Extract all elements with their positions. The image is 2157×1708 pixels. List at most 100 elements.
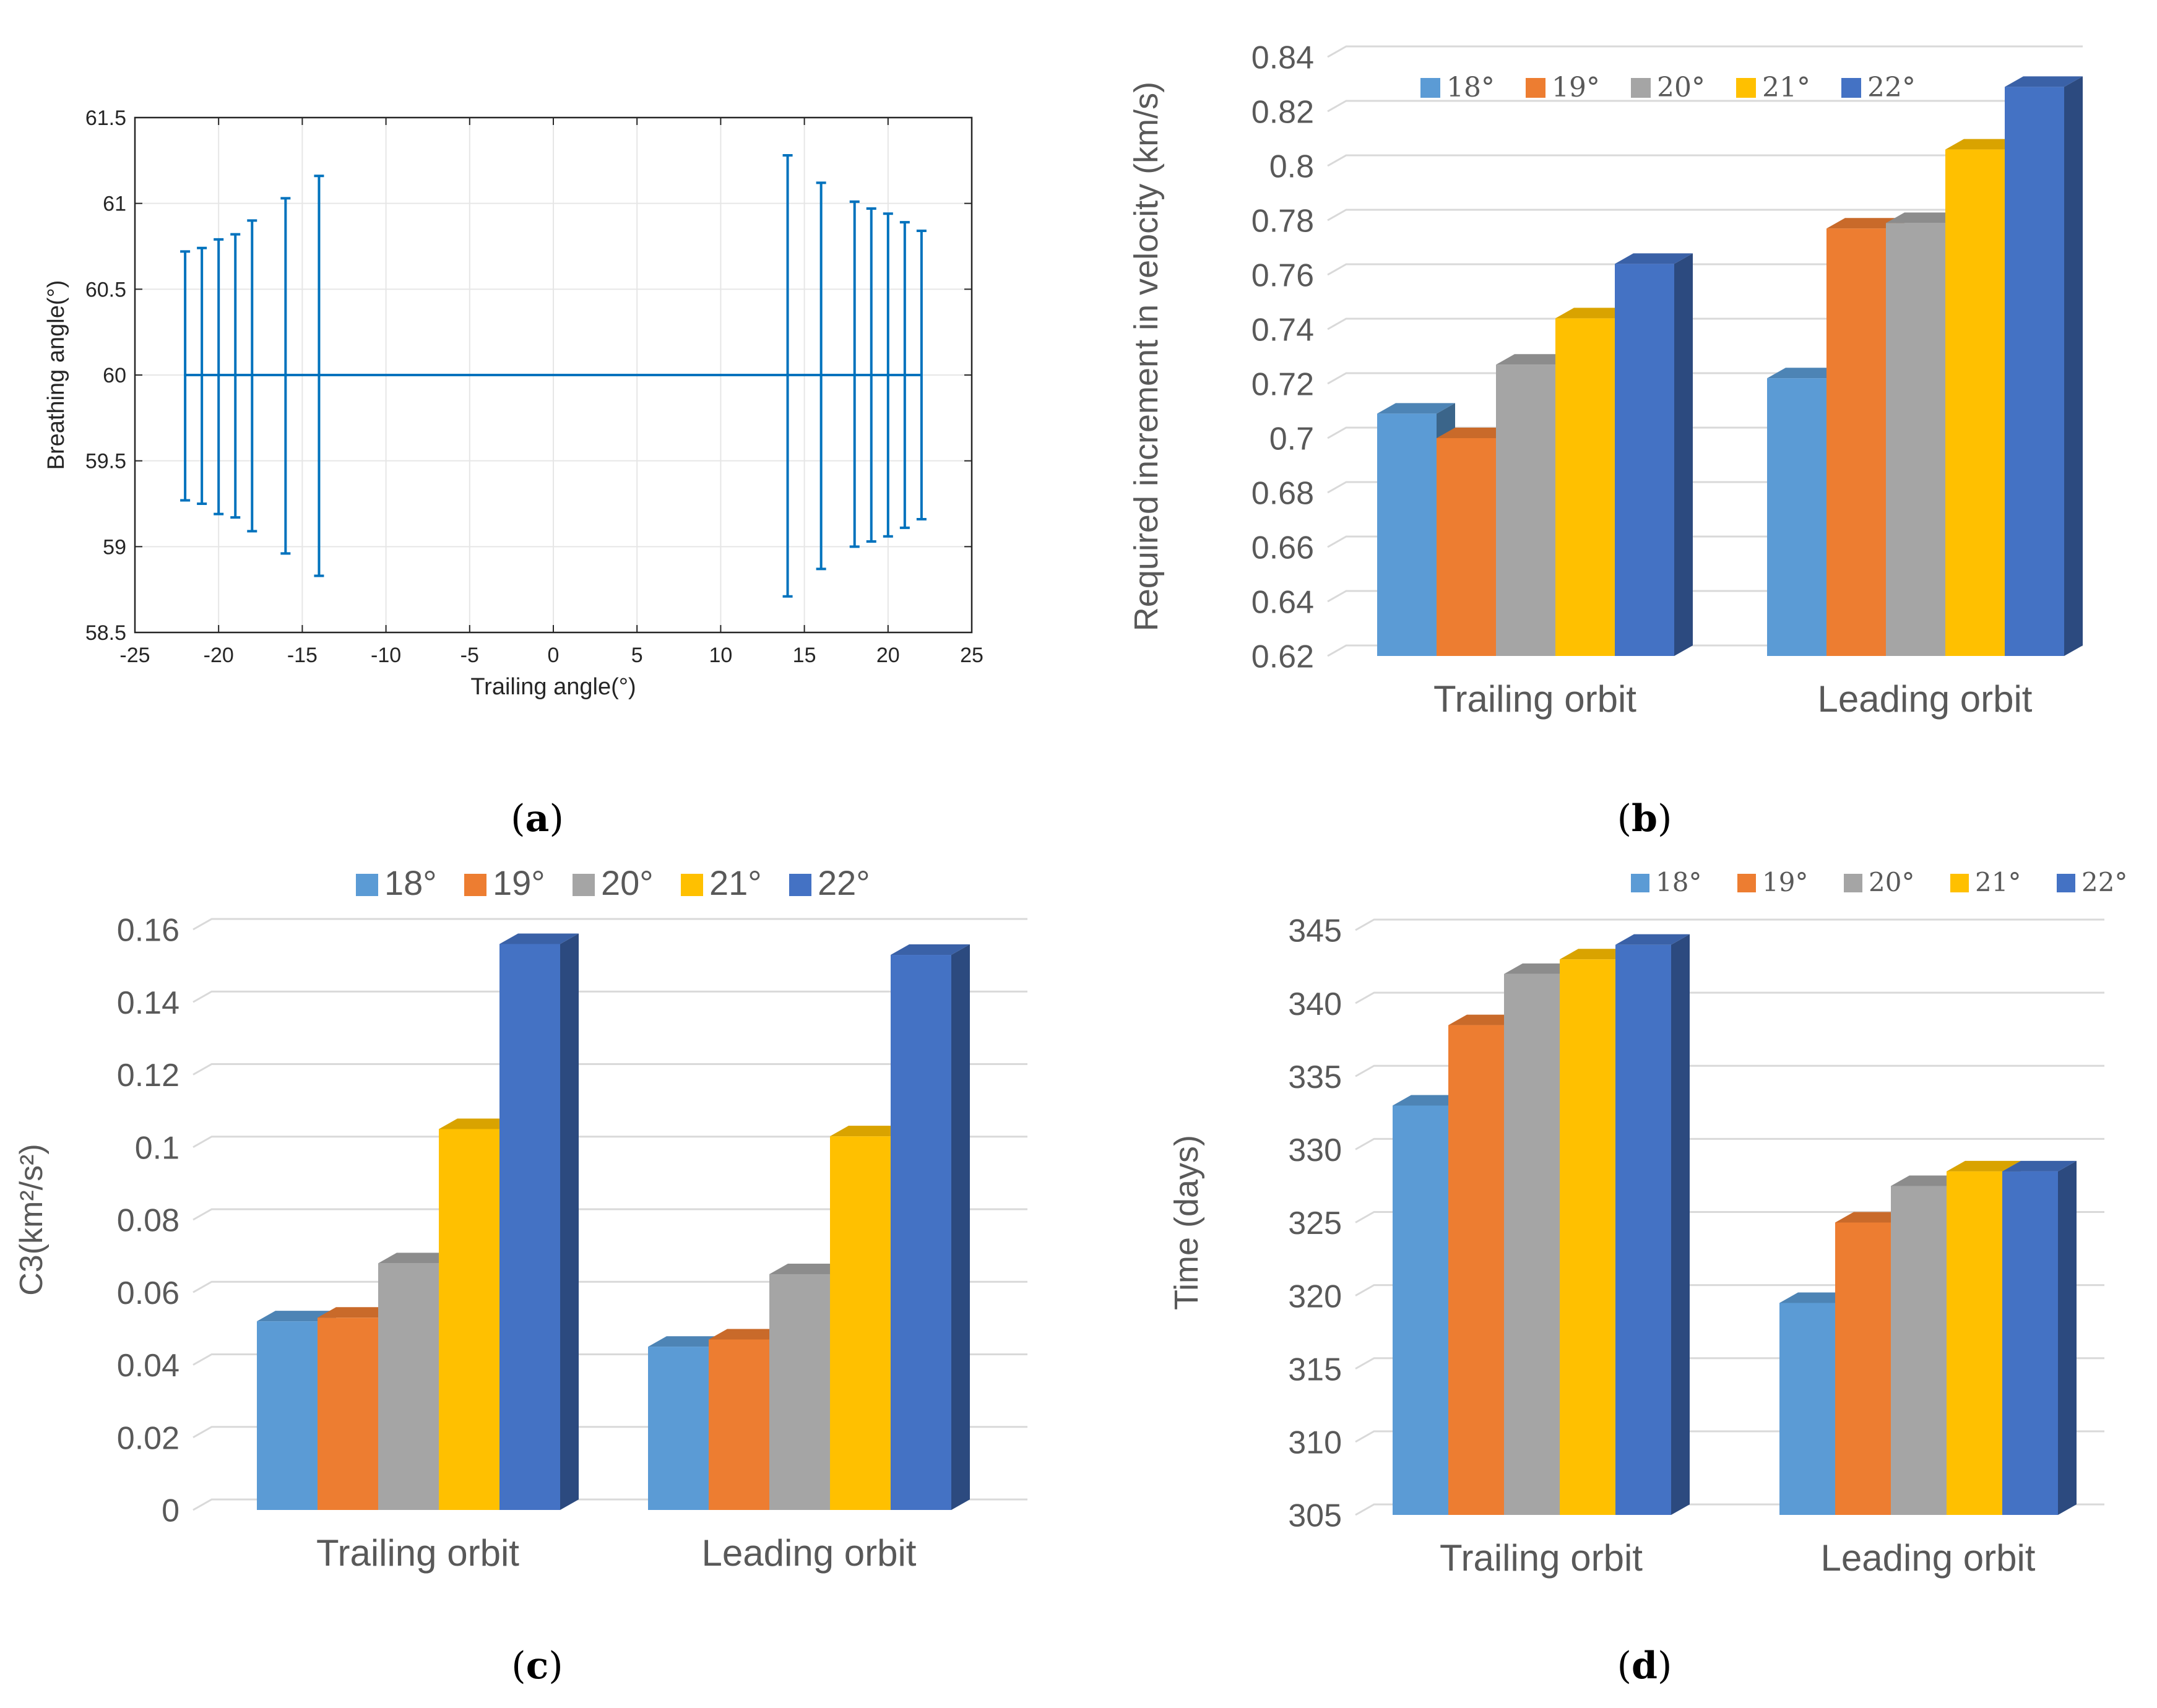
panel-label-c: (c): [511, 1644, 563, 1688]
x-tick-label: 15: [793, 644, 816, 667]
x-tick-label: -10: [371, 644, 401, 667]
bar-group: [257, 933, 579, 1510]
bar-top: [830, 1126, 909, 1137]
y-tick-label: 60: [103, 364, 126, 387]
bar-top: [1767, 368, 1845, 379]
legend-swatch: [1950, 874, 1969, 892]
bar-front: [1945, 149, 2005, 657]
legend-label: 20°: [1869, 867, 1914, 897]
bar-top: [2002, 1160, 2077, 1171]
category-label: Leading orbit: [702, 1532, 917, 1574]
bar-front: [1886, 223, 1945, 656]
panel-b-velocity-bar-chart: 0.62 0.64 0.66 0.68 0.7 0.72 0.74 0.76 0.78 0.8 0.…: [1128, 40, 2083, 720]
error-bar: [247, 219, 257, 533]
error-bar: [849, 200, 860, 548]
legend-item: 20°: [1844, 867, 1914, 897]
y-gridline: [192, 990, 1027, 1003]
category-label: Leading orbit: [1818, 678, 2033, 720]
bar-group: [1393, 934, 1690, 1515]
bar-front: [1448, 1025, 1504, 1515]
bar-front: [318, 1318, 378, 1510]
y-tick-label: 325: [1288, 1206, 1342, 1241]
error-bar: [916, 230, 927, 520]
bar-front: [1891, 1186, 1947, 1515]
bar-front: [1826, 228, 1886, 656]
error-bar: [782, 154, 793, 598]
y-tick-label: 310: [1288, 1425, 1342, 1461]
y-gridline: [1327, 45, 2083, 58]
legend-item: 19°: [1737, 867, 1808, 897]
y-tick-label: 345: [1288, 913, 1342, 949]
x-tick-label: -5: [460, 644, 479, 667]
bar-top: [1615, 253, 1693, 264]
y-tick-label: 335: [1288, 1059, 1342, 1095]
bar-front: [378, 1263, 439, 1510]
bar-front: [2005, 87, 2064, 656]
panel-label-d: (d): [1617, 1644, 1672, 1688]
legend-label: 21°: [709, 863, 762, 902]
bar-front: [830, 1136, 891, 1510]
bar-top: [1437, 428, 1515, 438]
y-axis-title: Required increment in velocity (km/s): [1128, 82, 1165, 631]
x-tick-label: 25: [960, 644, 983, 667]
legend-item: 18°: [1420, 72, 1495, 103]
y-tick-label: 305: [1288, 1498, 1342, 1534]
y-axis-title: C3(km²/s²): [14, 1144, 50, 1296]
x-tick-label: -15: [287, 644, 318, 667]
bar-top: [709, 1329, 788, 1340]
legend-swatch: [681, 874, 703, 896]
y-gridline: [1355, 991, 2104, 1004]
bar: [2002, 1160, 2077, 1515]
legend-label: 20°: [601, 863, 654, 902]
error-bar: [816, 181, 826, 571]
bar-top: [1496, 354, 1574, 365]
y-axis-title: Time (days): [1168, 1135, 1205, 1310]
bar-front: [2002, 1171, 2058, 1515]
y-tick-label: 0.76: [1251, 258, 1314, 294]
y-gridline: [1355, 1137, 2104, 1150]
bar-top: [257, 1311, 336, 1322]
category-label: Trailing orbit: [1440, 1537, 1643, 1579]
bar: [499, 933, 579, 1510]
y-gridline: [1355, 1064, 2104, 1077]
y-gridline: [192, 1280, 1027, 1293]
legend-swatch: [464, 874, 486, 896]
bar: [891, 944, 970, 1510]
y-tick-label: 0.82: [1251, 95, 1314, 131]
bar: [1615, 934, 1690, 1515]
y-tick-label: 0.8: [1269, 149, 1314, 185]
y-gridline: [192, 1208, 1027, 1221]
x-tick-label: 0: [548, 644, 560, 667]
bar-side: [2064, 76, 2083, 656]
legend-label: 20°: [1657, 72, 1705, 103]
legend: 18° 19° 20° 21° 22°: [1631, 867, 2127, 897]
error-bar: [866, 207, 876, 543]
legend-item: 18°: [1631, 867, 1701, 897]
y-tick-label: 0.08: [117, 1203, 179, 1239]
bar-side: [1674, 253, 1693, 656]
legend-swatch: [1844, 874, 1862, 892]
legend-label: 19°: [493, 863, 545, 902]
bar-top: [499, 933, 579, 944]
legend-label: 22°: [818, 863, 870, 902]
bar-top: [1886, 212, 1964, 223]
legend-item: 18°: [356, 863, 437, 902]
y-gridline: [192, 1136, 1027, 1149]
x-tick-label: 10: [709, 644, 732, 667]
bar: [1615, 253, 1693, 656]
bar-group: [1779, 1160, 2077, 1515]
y-tick-label: 0.72: [1251, 367, 1314, 403]
legend-item: 21°: [1736, 72, 1810, 103]
legend-swatch: [356, 874, 378, 896]
bar-front: [1835, 1222, 1891, 1515]
y-tick-label: 60.5: [85, 278, 126, 301]
y-tick-label: 61.5: [85, 106, 126, 130]
panel-label-b: (b): [1617, 797, 1672, 840]
legend-item: 20°: [573, 863, 654, 902]
y-tick-label: 0.78: [1251, 204, 1314, 239]
y-gridline: [192, 918, 1027, 931]
error-bar: [899, 221, 910, 529]
bar-front: [1437, 438, 1496, 656]
legend-swatch: [789, 874, 811, 896]
